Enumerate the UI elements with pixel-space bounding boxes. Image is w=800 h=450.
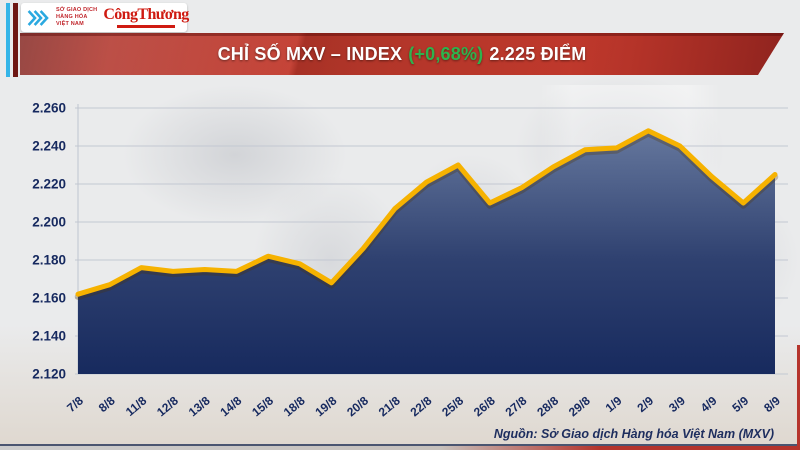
logo-card: SỞ GIAO DỊCH HÀNG HÓA VIỆT NAM CôngThươn…: [21, 3, 189, 32]
x-tick-label: 8/8: [96, 393, 118, 415]
x-tick-label: 14/8: [217, 393, 244, 419]
x-tick-label: 12/8: [154, 393, 181, 419]
x-tick-label: 7/8: [64, 393, 86, 415]
y-tick-label: 2.140: [32, 329, 66, 344]
gridlines: [75, 107, 788, 375]
mxv-logo-line2: HÀNG HÓA: [56, 14, 88, 21]
y-tick-label: 2.240: [32, 139, 66, 154]
mxv-logo-text: SỞ GIAO DỊCH HÀNG HÓA VIỆT NAM: [56, 7, 97, 28]
title-value: 2.225 ĐIỂM: [489, 44, 587, 64]
right-border-stripe: [797, 345, 800, 450]
x-tick-label: 21/8: [376, 393, 403, 419]
bottom-border-line: [0, 444, 800, 446]
mxv-logo-icon: [27, 9, 49, 26]
x-tick-label: 3/9: [666, 393, 688, 415]
congthuong-tagline-bar: [117, 25, 176, 28]
x-tick-label: 28/8: [534, 393, 561, 419]
x-tick-label: 11/8: [123, 393, 150, 419]
x-tick-label: 29/8: [566, 393, 593, 419]
x-tick-label: 1/9: [603, 393, 625, 415]
left-accent-stripe-maroon: [13, 3, 18, 77]
mxv-logo-line1: SỞ GIAO DỊCH: [56, 7, 98, 14]
title-change-badge: (+0,68%): [408, 44, 484, 64]
y-tick-label: 2.180: [32, 253, 66, 268]
light-band-watermark: [540, 85, 720, 375]
y-tick-label: 2.160: [32, 291, 66, 306]
congthuong-logo: CôngThương: [103, 6, 189, 28]
x-tick-label: 5/9: [729, 393, 751, 415]
index-line: [75, 128, 778, 297]
y-tick-label: 2.260: [32, 101, 66, 116]
x-tick-label: 19/8: [312, 393, 339, 419]
y-tick-label: 2.200: [32, 215, 66, 230]
congthuong-wordmark: CôngThương: [103, 6, 189, 23]
y-tick-label: 2.120: [32, 367, 66, 382]
y-tick-label: 2.220: [32, 177, 66, 192]
x-tick-label: 4/9: [698, 393, 720, 415]
mxv-logo-line3: VIỆT NAM: [56, 20, 84, 27]
x-tick-label: 27/8: [503, 393, 530, 419]
x-axis-labels: 7/8 8/8 11/8 12/8 13/8 14/8 15/8 18/8 19/8 20/8 21…: [64, 393, 783, 419]
x-tick-label: 20/8: [344, 393, 371, 419]
area-fill: [78, 130, 775, 374]
x-tick-label: 8/9: [761, 393, 783, 415]
x-tick-label: 25/8: [439, 393, 466, 419]
source-caption: Nguồn: Sở Giao dịch Hàng hóa Việt Nam (M…: [493, 427, 774, 441]
chart-title: CHỈ SỐ MXV – INDEX (+0,68%) 2.225 ĐIỂM: [20, 33, 784, 75]
title-banner: CHỈ SỐ MXV – INDEX (+0,68%) 2.225 ĐIỂM: [20, 33, 784, 75]
x-tick-label: 2/9: [634, 393, 656, 415]
x-tick-label: 22/8: [408, 393, 435, 419]
x-tick-label: 26/8: [471, 393, 498, 419]
x-tick-label: 15/8: [249, 393, 276, 419]
bottom-border-strip: [0, 446, 800, 450]
x-tick-label: 13/8: [186, 393, 213, 419]
index-line-shadow: [74, 130, 779, 300]
left-accent-stripe-cyan: [6, 3, 10, 77]
y-axis-labels: 2.120 2.140 2.160 2.180 2.200 2.220 2.240 2.260: [32, 101, 66, 382]
title-main: CHỈ SỐ MXV – INDEX: [217, 44, 403, 64]
x-tick-label: 18/8: [281, 393, 308, 419]
